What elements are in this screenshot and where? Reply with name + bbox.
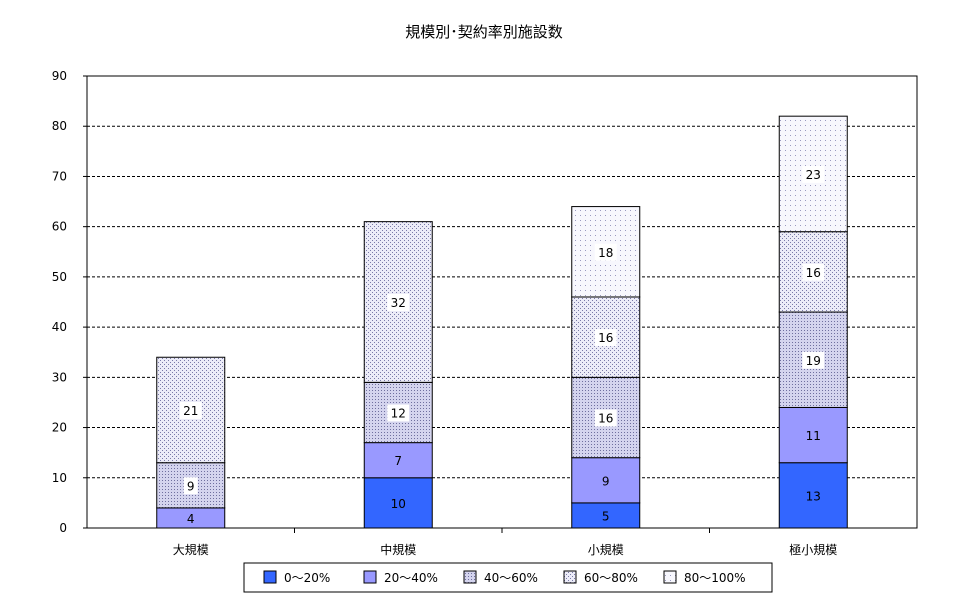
y-tick-label: 80 [52, 119, 67, 133]
y-tick-label: 60 [52, 220, 67, 234]
data-label-bg [387, 294, 410, 311]
legend-label: 40～60% [484, 571, 538, 585]
x-tick-label: 小規模 [588, 542, 624, 557]
data-label: 9 [187, 479, 195, 493]
data-labels: 4 9 21 10 7 12 32 5 9 16 16 18 13 11 19 16 23 [179, 165, 825, 526]
bar-segment [571, 502, 641, 529]
gridlines [87, 125, 917, 479]
y-tick-label: 30 [52, 370, 67, 384]
data-label: 10 [391, 497, 406, 511]
bar-stacks [156, 115, 848, 529]
data-label: 12 [391, 406, 406, 420]
data-label-bg [179, 401, 202, 419]
data-label-bg [183, 477, 198, 495]
legend-label: 80～100% [684, 571, 746, 585]
legend: 0～20% 20～40% 40～60% 60～80% 80～100% [243, 562, 773, 593]
y-tick-label: 40 [52, 320, 67, 334]
legend-label: 60～80% [584, 571, 638, 585]
data-label-bg [802, 263, 825, 281]
data-label: 4 [187, 512, 195, 526]
y-axis-ticks: 0 10 20 30 40 50 60 70 80 90 [52, 69, 87, 535]
x-tick-label: 大規模 [173, 542, 209, 557]
legend-label: 20～40% [384, 571, 438, 585]
bar-segment [778, 406, 848, 464]
y-tick-label: 90 [52, 69, 67, 83]
plot-area-border [86, 75, 918, 529]
x-tick-label: 中規模 [380, 542, 416, 557]
data-label: 11 [806, 429, 821, 443]
legend-swatch [563, 570, 577, 584]
data-label-bg [387, 404, 410, 422]
y-tick-label: 50 [52, 270, 67, 284]
data-label: 7 [394, 454, 402, 468]
y-tick-label: 10 [52, 471, 67, 485]
data-label: 18 [598, 246, 613, 260]
legend-label: 0～20% [284, 571, 330, 585]
y-tick-label: 20 [52, 421, 67, 435]
y-tick-label: 0 [59, 521, 67, 535]
legend-box [243, 562, 773, 593]
bar-segment [363, 477, 433, 529]
data-label-bg [594, 329, 617, 347]
bar-segment [363, 442, 433, 479]
chart-title: 規模別･契約率別施設数 [405, 23, 563, 41]
x-axis-ticks: 大規模 中規模 小規模 極小規模 [173, 528, 837, 557]
data-label-bg [594, 243, 617, 261]
legend-swatch [463, 570, 477, 584]
data-label: 16 [598, 331, 613, 345]
data-label-bg [594, 409, 617, 427]
data-label: 21 [183, 404, 198, 418]
data-label: 23 [806, 168, 821, 182]
data-label: 32 [391, 296, 406, 310]
bar-segment [571, 457, 641, 504]
data-label-bg [802, 165, 825, 183]
data-label: 19 [806, 354, 821, 368]
legend-swatch [363, 570, 377, 584]
data-label: 16 [598, 412, 613, 426]
legend-swatch [663, 570, 677, 584]
data-label-bg [802, 351, 825, 369]
data-label: 13 [806, 489, 821, 503]
data-label: 16 [806, 266, 821, 280]
data-label: 5 [602, 509, 610, 523]
y-tick-label: 70 [52, 169, 67, 183]
legend-swatch [263, 570, 277, 584]
x-tick-label: 極小規模 [789, 542, 837, 557]
data-label: 9 [602, 474, 610, 488]
